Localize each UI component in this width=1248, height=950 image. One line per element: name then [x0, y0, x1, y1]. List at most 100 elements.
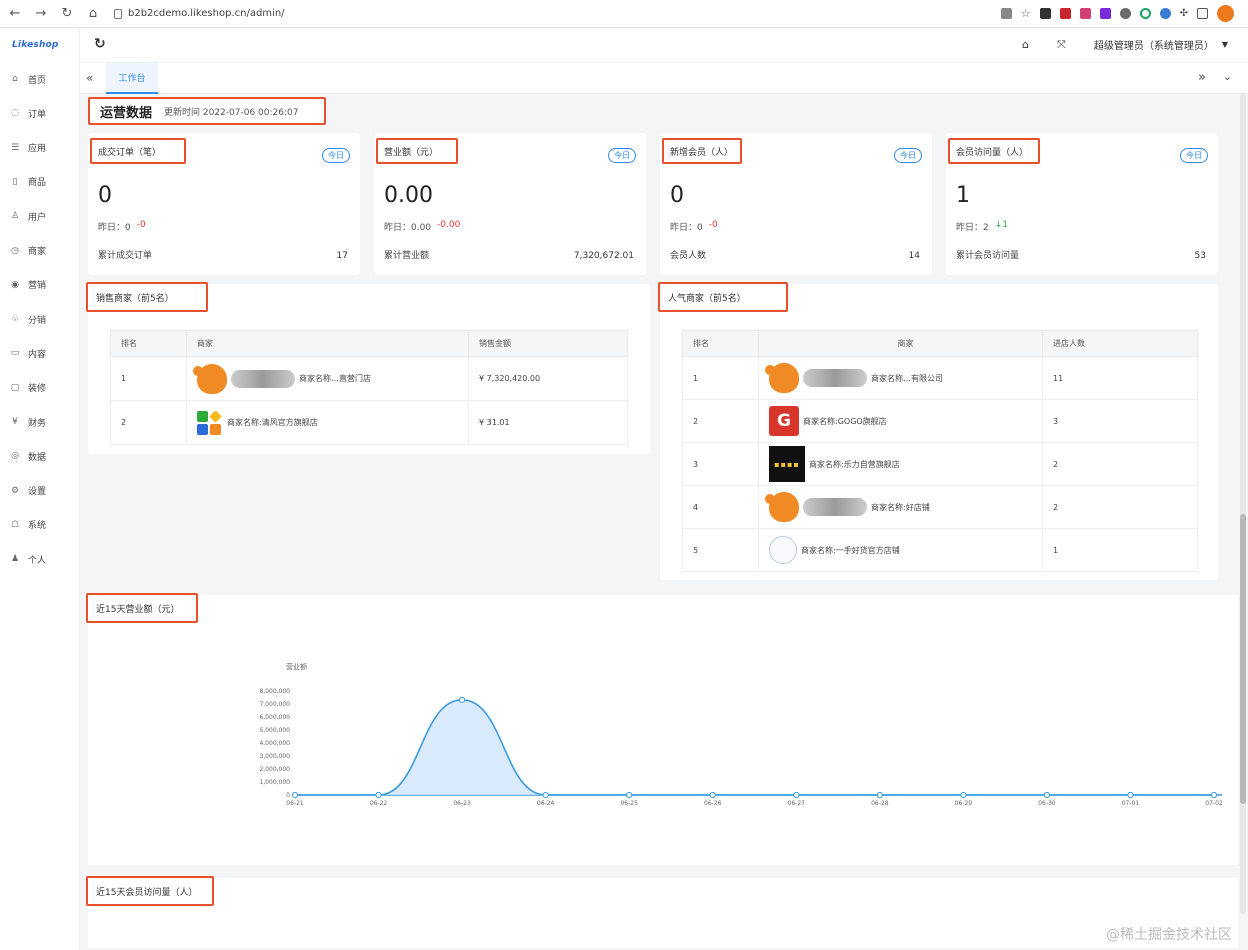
scroll-left-icon[interactable]: «: [86, 71, 94, 85]
scrollbar-thumb[interactable]: [1240, 514, 1246, 804]
panel-title: 销售商家（前5名）: [86, 282, 208, 312]
tab-workbench[interactable]: 工作台: [106, 63, 158, 94]
rank-cell: 2: [682, 399, 759, 443]
stat-card: 营业额（元） 今日 0.00 昨日：0.00 -0.00 累计营业额 7,320,672.0…: [374, 133, 646, 275]
card-compare: 昨日：0 -0: [98, 220, 146, 233]
sidebar-item-8[interactable]: ▭ 内容: [0, 344, 80, 362]
total-value: 7,320,672.01: [573, 251, 634, 261]
x-tick-label: 06-21: [286, 800, 304, 807]
share-icon[interactable]: [1000, 8, 1012, 19]
table-row[interactable]: 4 商家名称:好店铺 2: [682, 485, 1198, 529]
fullscreen-icon[interactable]: ⤧: [1057, 37, 1066, 51]
total-label: 累计会员访问量: [956, 251, 1020, 261]
chevron-down-icon: ▼: [1221, 40, 1228, 49]
bell-icon[interactable]: ⌂: [1022, 38, 1030, 51]
count-cell: 3: [1042, 399, 1198, 443]
rank-cell: 3: [682, 442, 759, 486]
col-header: 排名: [110, 330, 187, 357]
card-compare: 昨日：0.00 -0.00: [384, 220, 460, 233]
sidebar-item-label: 财务: [28, 418, 47, 429]
sidebar-item-12[interactable]: ⚙ 设置: [0, 482, 80, 500]
sidebar-item-4[interactable]: ♙ 用户: [0, 207, 80, 225]
sidebar-item-10[interactable]: ¥ 财务: [0, 413, 80, 431]
y-tick-label: 2,000,000: [259, 766, 290, 773]
shop-name: 商家名称:乐力自营旗舰店: [809, 459, 900, 469]
sidebar-item-13[interactable]: ☖ 系统: [0, 516, 80, 534]
table-row[interactable]: 2 G 商家名称:GOGO旗舰店 3: [682, 399, 1198, 443]
extension-icon[interactable]: [1079, 8, 1091, 19]
today-badge[interactable]: 今日: [608, 148, 636, 163]
reload-icon[interactable]: ↻: [61, 6, 73, 21]
shop-logo: ▪▪▪▪: [769, 446, 805, 482]
col-header: 商家: [186, 330, 469, 357]
data-point: [1043, 791, 1051, 799]
sidebar-item-2[interactable]: ☰ 应用: [0, 139, 80, 157]
today-badge[interactable]: 今日: [322, 148, 350, 163]
home-icon[interactable]: ⌂: [88, 6, 98, 21]
delta-value: -0: [136, 220, 146, 230]
avatar[interactable]: [1217, 5, 1234, 22]
sidebar-item-label: 首页: [28, 75, 47, 86]
star-icon[interactable]: ☆: [1020, 7, 1031, 20]
table-row[interactable]: 1 商家名称…有限公司 11: [682, 356, 1198, 400]
top-header: ↻ ⌂ ⤧ 超级管理员（系统管理员） ▼: [80, 28, 1248, 62]
watermark: @稀土掘金技术社区: [1106, 927, 1232, 943]
back-icon[interactable]: ←: [9, 6, 21, 21]
lock-icon: [114, 8, 122, 19]
sidebar-item-7[interactable]: ♧ 分销: [0, 310, 80, 328]
sidebar-item-3[interactable]: ▯ 商品: [0, 173, 80, 191]
y-tick-label: 0: [286, 792, 290, 799]
forward-icon[interactable]: →: [35, 6, 47, 21]
chevron-down-icon[interactable]: ⌄: [1222, 70, 1232, 83]
refresh-icon[interactable]: ↻: [94, 36, 106, 52]
popular-shops-table: 排名 商家 进店人数 1 商家名称…有限公司 11 2 G 商家名称:GOGO旗舰店 3 3 ▪▪▪▪…: [682, 330, 1198, 572]
address-bar[interactable]: b2b2cdemo.likeshop.cn/admin/: [114, 8, 285, 19]
extension-icon[interactable]: [1139, 8, 1151, 19]
scrollbar[interactable]: [1240, 94, 1246, 914]
table-row[interactable]: 5 商家名称:一手好货官方店铺 1: [682, 528, 1198, 572]
extension-icon[interactable]: [1159, 8, 1171, 19]
logo[interactable]: Likeshop: [12, 40, 59, 50]
extension-icon[interactable]: [1119, 8, 1131, 19]
sidebar-item-0[interactable]: ⌂ 首页: [0, 70, 80, 88]
data-point: [291, 791, 299, 799]
sidepanel-icon[interactable]: [1197, 8, 1208, 19]
extension-icon[interactable]: [1099, 8, 1111, 19]
sidebar-item-5[interactable]: ◷ 商家: [0, 242, 80, 260]
puzzle-icon[interactable]: ✣: [1179, 8, 1188, 19]
shop-name: 商家名称:一手好货官方店铺: [801, 545, 900, 555]
today-badge[interactable]: 今日: [894, 148, 922, 163]
rank-cell: 5: [682, 528, 759, 572]
table-row[interactable]: 3 ▪▪▪▪ 商家名称:乐力自营旗舰店 2: [682, 442, 1198, 486]
redacted-text: [803, 369, 867, 387]
url-text: b2b2cdemo.likeshop.cn/admin/: [128, 8, 285, 19]
table-row[interactable]: 1 商家名称…直营门店 ¥ 7,320,420.00: [110, 356, 628, 401]
y-tick-label: 1,000,000: [259, 779, 290, 786]
sidebar-item-11[interactable]: ◎ 数据: [0, 447, 80, 465]
data-point: [542, 791, 549, 799]
shop-icon: ◷: [11, 245, 19, 256]
delta-value: -0: [708, 220, 718, 230]
user-icon: ♙: [10, 211, 20, 222]
sidebar-item-1[interactable]: ◌ 订单: [0, 104, 80, 122]
shop-name: 商家名称…直营门店: [299, 374, 371, 383]
extension-icon[interactable]: [1039, 8, 1051, 19]
card-compare: 昨日：2 ↓1: [956, 220, 1008, 233]
sidebar-item-label: 用户: [28, 212, 47, 223]
yesterday-value: 昨日：2: [956, 223, 989, 233]
sidebar-item-9[interactable]: ▢ 装修: [0, 379, 80, 397]
scroll-right-icon[interactable]: »: [1198, 70, 1206, 85]
shop-logo: [765, 492, 799, 522]
today-badge[interactable]: 今日: [1180, 148, 1208, 163]
extension-icon[interactable]: [1059, 8, 1071, 19]
sidebar-item-6[interactable]: ◉ 营销: [0, 276, 80, 294]
sidebar-item-14[interactable]: ♟ 个人: [0, 550, 80, 568]
card-value: 0.00: [384, 183, 433, 208]
card-title: 营业额（元）: [376, 138, 458, 164]
admin-menu[interactable]: 超级管理员（系统管理员） ▼: [1094, 37, 1228, 52]
redacted-text: [803, 498, 867, 516]
x-tick-label: 06-22: [370, 800, 388, 807]
yesterday-value: 昨日：0: [98, 223, 131, 233]
extension-icons: ☆ ✣: [1000, 5, 1234, 22]
table-row[interactable]: 2 商家名称:清风官方旗舰店 ¥ 31.01: [110, 400, 628, 445]
